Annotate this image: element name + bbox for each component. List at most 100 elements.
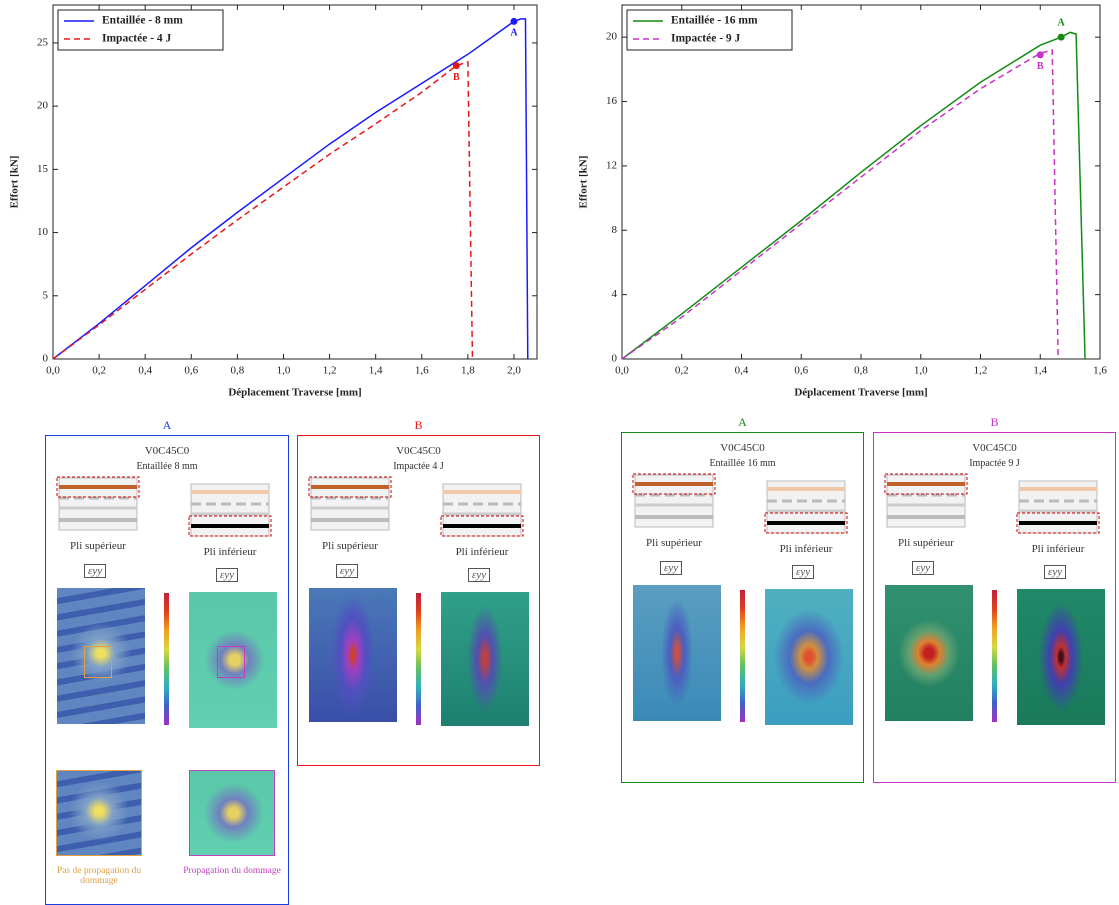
ply-diagram: [440, 483, 524, 537]
ply-label: Pli inférieur: [455, 546, 509, 558]
point-label: A: [510, 28, 518, 39]
color-bar: [164, 593, 169, 725]
strain-label: εyy: [1044, 565, 1067, 579]
y-tick-label: 5: [43, 289, 49, 301]
strain-label: εyy: [468, 568, 491, 582]
strain-label: εyy: [792, 565, 815, 579]
point-marker: [510, 17, 518, 25]
ply-diagram: [1016, 480, 1100, 534]
color-bar: [416, 593, 421, 725]
x-tick-label: 0,0: [615, 365, 629, 377]
color-bar: [740, 590, 745, 722]
ply-label: Pli inférieur: [779, 543, 833, 555]
y-tick-label: 15: [37, 163, 49, 175]
y-tick-label: 12: [606, 159, 617, 171]
ply-label: Pli supérieur: [646, 537, 702, 549]
strain-label: εyy: [84, 564, 107, 578]
point-label: B: [1037, 61, 1044, 72]
strain-map: [309, 588, 397, 722]
panel-subtitle: Entaillée 16 mm: [709, 458, 776, 469]
zoom-image: [189, 770, 275, 856]
x-tick-label: 0,4: [735, 365, 749, 377]
plot-frame: [52, 4, 538, 360]
series-line: [621, 49, 1059, 360]
ply-diagram: [440, 482, 524, 543]
y-tick-label: 4: [612, 288, 618, 300]
legend-box: [57, 9, 224, 51]
ply-diagram: [764, 480, 848, 534]
ply-diagram: [56, 476, 140, 531]
y-tick-label: 0: [612, 353, 618, 365]
panel-subtitle: Entaillée 8 mm: [136, 461, 198, 472]
strain-label: εyy: [912, 561, 935, 575]
y-tick-label: 20: [37, 100, 49, 112]
x-tick-label: 0,8: [231, 365, 245, 377]
panel-label: B: [990, 415, 999, 429]
strain-map: [885, 585, 973, 721]
strain-label: εyy: [216, 568, 239, 582]
x-tick-label: 0,2: [92, 365, 106, 377]
x-tick-label: 1,2: [323, 365, 337, 377]
panel-title: V0C45C0: [972, 442, 1017, 454]
x-tick-label: 1,6: [415, 365, 429, 377]
point-marker: [452, 62, 460, 70]
zoom-caption: Propagation du dommage: [183, 866, 281, 876]
series-line: [52, 18, 529, 360]
y-tick-label: 10: [37, 226, 49, 238]
ply-label: Pli supérieur: [898, 537, 954, 549]
x-axis-label: Déplacement Traverse [mm]: [794, 387, 927, 399]
x-tick-label: 0,2: [675, 365, 689, 377]
point-label: B: [453, 72, 460, 83]
panel-title: V0C45C0: [720, 442, 765, 454]
ply-label: Pli supérieur: [70, 540, 126, 552]
strain-label: εyy: [336, 564, 359, 578]
x-tick-label: 1,4: [369, 365, 383, 377]
y-axis-label: Effort [kN]: [578, 156, 590, 209]
ply-diagram: [764, 479, 848, 540]
ply-diagram: [308, 476, 392, 537]
panel: V0C45C0 Entaillée 16 mm Pli supérieur εyy …: [621, 432, 864, 783]
ply-diagram: [884, 473, 968, 534]
panel: V0C45C0 Entaillée 8 mm Pli supérieur εyy P…: [45, 435, 289, 905]
strain-map: [189, 592, 277, 728]
x-tick-label: 2,0: [507, 365, 521, 377]
ply-diagram: [632, 473, 716, 528]
x-tick-label: 0,8: [854, 365, 868, 377]
x-tick-label: 1,2: [974, 365, 988, 377]
color-bar: [992, 590, 997, 722]
x-tick-label: 0,0: [46, 365, 60, 377]
legend-box: [626, 9, 793, 51]
ply-label: Pli supérieur: [322, 540, 378, 552]
zoom-image: [56, 770, 142, 856]
zoom-caption: Pas de propagation du dommage: [56, 866, 142, 886]
panel-subtitle: Impactée 4 J: [393, 461, 444, 472]
strain-map: [57, 588, 145, 724]
y-tick-label: 8: [612, 224, 618, 236]
x-tick-label: 1,8: [461, 365, 475, 377]
point-label: A: [1058, 17, 1066, 28]
x-tick-label: 0,6: [794, 365, 808, 377]
strain-map: [441, 592, 529, 726]
panel-label: B: [414, 418, 423, 432]
point-marker: [1036, 51, 1044, 59]
x-tick-label: 0,4: [138, 365, 152, 377]
strain-map: [765, 589, 853, 725]
charts: 0,0 0,2 0,4 0,6 0,8 1,0 1,2 1,4 1,6 1,8 2,0 0 5 10 15 2…: [9, 4, 1107, 399]
panel-subtitle: Impactée 9 J: [969, 458, 1020, 469]
legend-label: Impactée - 4 J: [102, 33, 172, 45]
strain-map: [1017, 589, 1105, 725]
ply-diagram: [308, 476, 392, 531]
x-tick-label: 1,0: [914, 365, 928, 377]
panel-label: A: [738, 415, 747, 429]
panel: V0C45C0 Impactée 9 J Pli supérieur εyy Pli…: [873, 432, 1116, 783]
plot-frame: [621, 4, 1101, 360]
panel: V0C45C0 Impactée 4 J Pli supérieur εyy Pli…: [297, 435, 540, 766]
ply-diagram: [188, 483, 272, 537]
ply-diagram: [884, 473, 968, 528]
x-tick-label: 1,0: [277, 365, 291, 377]
ply-diagram: [1016, 479, 1100, 540]
point-marker: [1057, 33, 1065, 41]
y-tick-label: 0: [43, 353, 49, 365]
series-line: [52, 60, 474, 360]
